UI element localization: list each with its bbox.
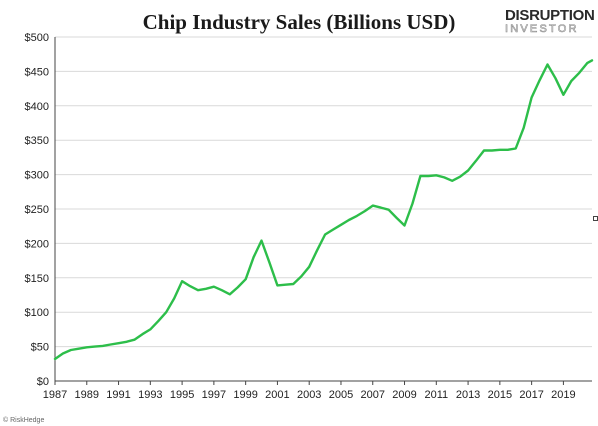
gridlines <box>55 36 592 348</box>
x-tick-label: 1993 <box>138 389 162 401</box>
y-tick-label: $50 <box>31 342 49 354</box>
x-tick-label: 2017 <box>519 389 543 401</box>
credit-text: © RiskHedge <box>3 417 45 424</box>
x-tick-label: 2005 <box>329 389 353 401</box>
series-layer <box>53 59 594 361</box>
y-tick-label: $150 <box>25 273 49 285</box>
handle-marker <box>593 216 598 221</box>
y-tick-label: $200 <box>25 238 49 250</box>
x-tick-label: 1991 <box>106 389 130 401</box>
x-tick-label: 2009 <box>392 389 416 401</box>
x-tick-label: 2011 <box>424 389 448 401</box>
x-tick-label: 2003 <box>297 389 321 401</box>
brand-logo: DISRUPTION INVESTOR <box>505 8 595 35</box>
y-tick-label: $250 <box>25 204 49 216</box>
series-line <box>53 59 594 361</box>
x-tick-label: 1997 <box>202 389 226 401</box>
y-tick-label: $450 <box>25 66 49 78</box>
x-tick-label: 2007 <box>361 389 385 401</box>
x-tick-label: 1987 <box>43 389 67 401</box>
x-tick-label: 1995 <box>170 389 194 401</box>
y-tick-label: $350 <box>25 135 49 147</box>
logo-line-1: DISRUPTION <box>505 7 595 24</box>
x-tick-label: 1989 <box>75 389 99 401</box>
chart-title: Chip Industry Sales (Billions USD) <box>142 10 456 34</box>
x-tick-label: 2001 <box>265 389 289 401</box>
x-tick-label: 2013 <box>456 389 480 401</box>
x-tick-label: 1999 <box>233 389 257 401</box>
logo-line-2: INVESTOR <box>505 23 579 35</box>
y-tick-label: $0 <box>37 376 49 388</box>
x-tick-label: 2015 <box>488 389 512 401</box>
y-tick-label: $100 <box>25 307 49 319</box>
x-tick-label: 2019 <box>551 389 575 401</box>
y-tick-label: $400 <box>25 101 49 113</box>
axes <box>54 37 592 385</box>
tick-labels: $0 $50 $100 $150 $200 $250 $300 $350 $400 $450 $50… <box>25 32 576 401</box>
y-tick-label: $500 <box>25 32 49 44</box>
y-tick-label: $300 <box>25 170 49 182</box>
